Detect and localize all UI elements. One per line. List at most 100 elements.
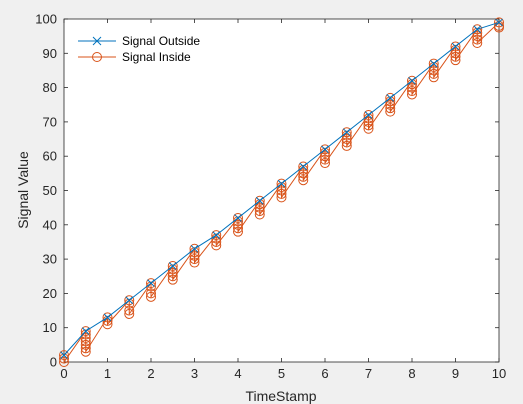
x-tick-label: 3 xyxy=(191,366,198,381)
data-point-signal-inside xyxy=(472,24,483,35)
data-point-signal-outside xyxy=(255,196,264,205)
data-point-signal-outside xyxy=(234,214,242,222)
data-point-signal-inside xyxy=(472,38,483,49)
data-point-signal-inside xyxy=(385,103,396,114)
data-point-signal-outside xyxy=(299,162,308,171)
x-tick-label: 5 xyxy=(278,366,285,381)
data-point-signal-inside xyxy=(254,195,265,206)
data-point-signal-inside xyxy=(233,226,243,237)
legend: Signal Outside Signal Inside xyxy=(70,27,210,70)
data-point-signal-inside xyxy=(167,274,178,285)
data-point-signal-inside xyxy=(59,357,69,367)
data-point-signal-inside xyxy=(341,134,352,145)
legend-box xyxy=(70,27,210,70)
data-point-signal-inside xyxy=(211,230,222,241)
y-tick-label: 100 xyxy=(35,12,57,27)
data-point-signal-inside xyxy=(124,305,135,316)
x-tick-label: 8 xyxy=(408,366,415,381)
data-point-signal-inside xyxy=(276,178,287,189)
data-point-signal-inside xyxy=(276,188,287,199)
y-tick-label: 60 xyxy=(43,149,57,164)
data-point-signal-inside xyxy=(385,99,396,110)
x-axis-title: TimeStamp xyxy=(245,388,316,404)
data-point-signal-inside xyxy=(211,240,222,251)
y-tick-label: 80 xyxy=(43,80,57,95)
x-tick-label: 1 xyxy=(104,366,111,381)
data-point-signal-inside xyxy=(167,271,178,282)
data-point-signal-inside xyxy=(80,346,91,357)
data-point-signal-inside xyxy=(320,144,330,155)
data-point-signal-outside xyxy=(386,94,395,102)
data-point-signal-inside xyxy=(146,288,156,299)
data-point-signal-inside xyxy=(211,236,222,247)
data-point-signal-inside xyxy=(407,89,417,100)
data-point-signal-inside xyxy=(428,65,439,76)
data-point-signal-inside xyxy=(276,192,287,203)
data-point-signal-inside xyxy=(146,291,156,302)
x-tick-label: 2 xyxy=(147,366,154,381)
data-point-signal-inside xyxy=(472,31,483,42)
x-tick-label: 10 xyxy=(492,366,506,381)
data-point-signal-inside xyxy=(428,58,439,69)
data-point-signal-inside xyxy=(320,151,330,162)
data-point-signal-outside xyxy=(103,313,112,322)
data-point-signal-inside xyxy=(320,154,330,165)
data-point-signal-inside xyxy=(80,336,91,347)
data-point-signal-inside xyxy=(167,267,178,278)
y-tick-label: 90 xyxy=(43,46,57,61)
data-point-signal-inside xyxy=(211,233,222,244)
data-point-signal-outside xyxy=(364,111,373,119)
data-point-signal-inside xyxy=(124,295,135,306)
data-point-signal-inside xyxy=(233,223,243,234)
data-point-signal-inside xyxy=(254,202,265,213)
data-point-signal-outside xyxy=(60,351,68,359)
data-point-signal-outside xyxy=(451,42,460,51)
data-point-signal-inside xyxy=(450,48,461,59)
data-point-signal-inside xyxy=(146,278,156,289)
data-point-signal-inside xyxy=(407,86,417,97)
series-layer xyxy=(59,17,504,367)
x-tick-label: 0 xyxy=(60,366,67,381)
data-point-signal-inside xyxy=(450,41,461,52)
y-tick-label: 20 xyxy=(43,286,57,301)
x-tick-label: 6 xyxy=(321,366,328,381)
x-tick-label: 9 xyxy=(452,366,459,381)
data-point-signal-inside xyxy=(407,75,417,86)
data-point-signal-inside xyxy=(298,175,309,186)
y-tick-label: 30 xyxy=(43,252,57,267)
data-point-signal-inside xyxy=(80,339,91,350)
legend-label-signal-outside: Signal Outside xyxy=(122,34,200,48)
data-point-signal-inside xyxy=(189,254,200,265)
data-point-signal-outside xyxy=(277,179,286,188)
data-point-signal-inside xyxy=(80,332,91,343)
data-point-signal-inside xyxy=(80,329,91,340)
data-point-signal-inside xyxy=(407,82,417,93)
data-point-signal-inside xyxy=(472,34,483,45)
data-point-signal-inside xyxy=(124,308,135,319)
data-point-signal-inside xyxy=(102,312,113,323)
data-point-signal-inside xyxy=(102,319,113,330)
data-point-signal-inside xyxy=(189,250,200,261)
data-point-signal-inside xyxy=(363,110,374,121)
y-tick-label: 0 xyxy=(50,355,57,370)
data-point-signal-inside xyxy=(363,116,374,127)
data-point-signal-inside xyxy=(254,209,265,220)
data-point-signal-inside xyxy=(385,106,396,117)
data-point-signal-inside xyxy=(80,326,91,337)
data-point-signal-inside xyxy=(59,353,69,364)
y-tick-label: 10 xyxy=(43,320,57,335)
data-point-signal-outside xyxy=(190,244,199,253)
data-point-signal-inside xyxy=(450,55,461,66)
data-point-signal-outside xyxy=(147,279,155,287)
data-point-signal-outside xyxy=(473,25,482,34)
legend-marker-signal-inside xyxy=(92,52,102,62)
data-point-signal-inside xyxy=(233,219,243,230)
data-point-signal-inside xyxy=(59,350,69,361)
data-point-signal-inside xyxy=(320,158,330,169)
x-tick-label: 4 xyxy=(234,366,241,381)
data-point-signal-inside xyxy=(341,137,352,148)
data-point-signal-outside xyxy=(81,327,90,335)
data-point-signal-inside xyxy=(189,243,200,254)
data-point-signal-inside xyxy=(494,17,504,28)
data-point-signal-inside xyxy=(189,257,200,268)
